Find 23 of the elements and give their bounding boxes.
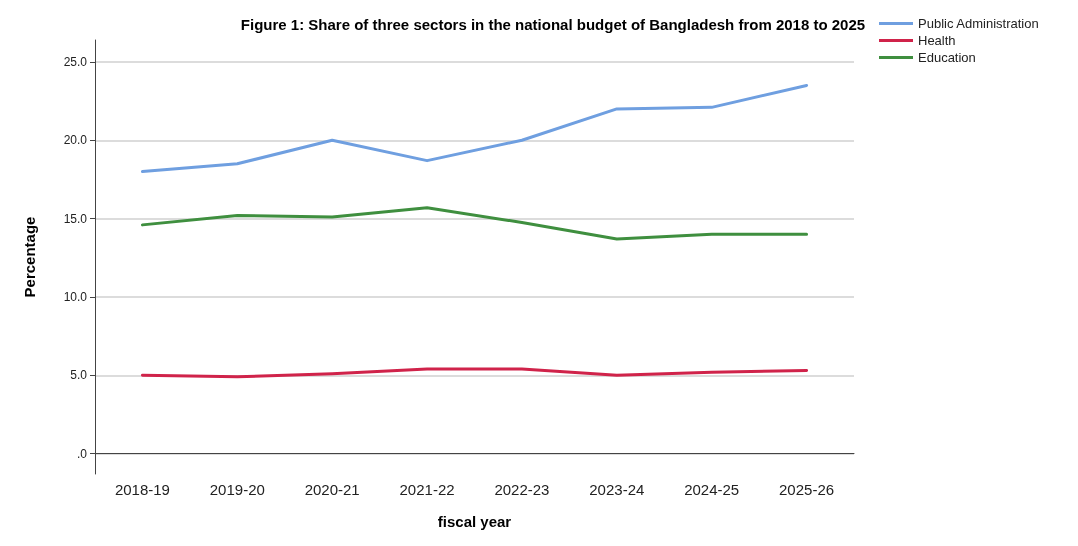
x-tick-label: 2025-26: [779, 481, 835, 498]
x-tick-label: 2018-19: [114, 481, 170, 498]
y-tick-label: 15.0: [63, 211, 88, 226]
legend-label: Public Administration: [918, 16, 1039, 31]
line-series: [140, 367, 809, 379]
y-axis-title: Percentage: [21, 216, 38, 298]
x-tick-label: 2021-22: [399, 481, 455, 498]
x-tick-label: 2020-21: [304, 481, 360, 498]
y-tick-label: 20.0: [63, 133, 88, 148]
legend-label: Health: [918, 33, 956, 48]
x-tick-label: 2024-25: [684, 481, 740, 498]
x-tick-label: 2023-24: [589, 481, 645, 498]
chart-title: Figure 1: Share of three sectors in the national budget of Bangladesh from 2018 to 2025: [240, 16, 866, 33]
x-axis-title: fiscal year: [437, 513, 512, 530]
line-series: [140, 206, 809, 241]
x-tick-label: 2019-20: [209, 481, 265, 498]
y-tick-label: 10.0: [63, 289, 88, 304]
y-tick-label: 5.0: [70, 368, 88, 383]
x-tick-label: 2022-23: [494, 481, 550, 498]
y-tick-label: 25.0: [63, 54, 88, 69]
line-series: [140, 83, 809, 174]
legend-label: Education: [918, 50, 976, 65]
y-tick-label: .0: [76, 446, 88, 461]
